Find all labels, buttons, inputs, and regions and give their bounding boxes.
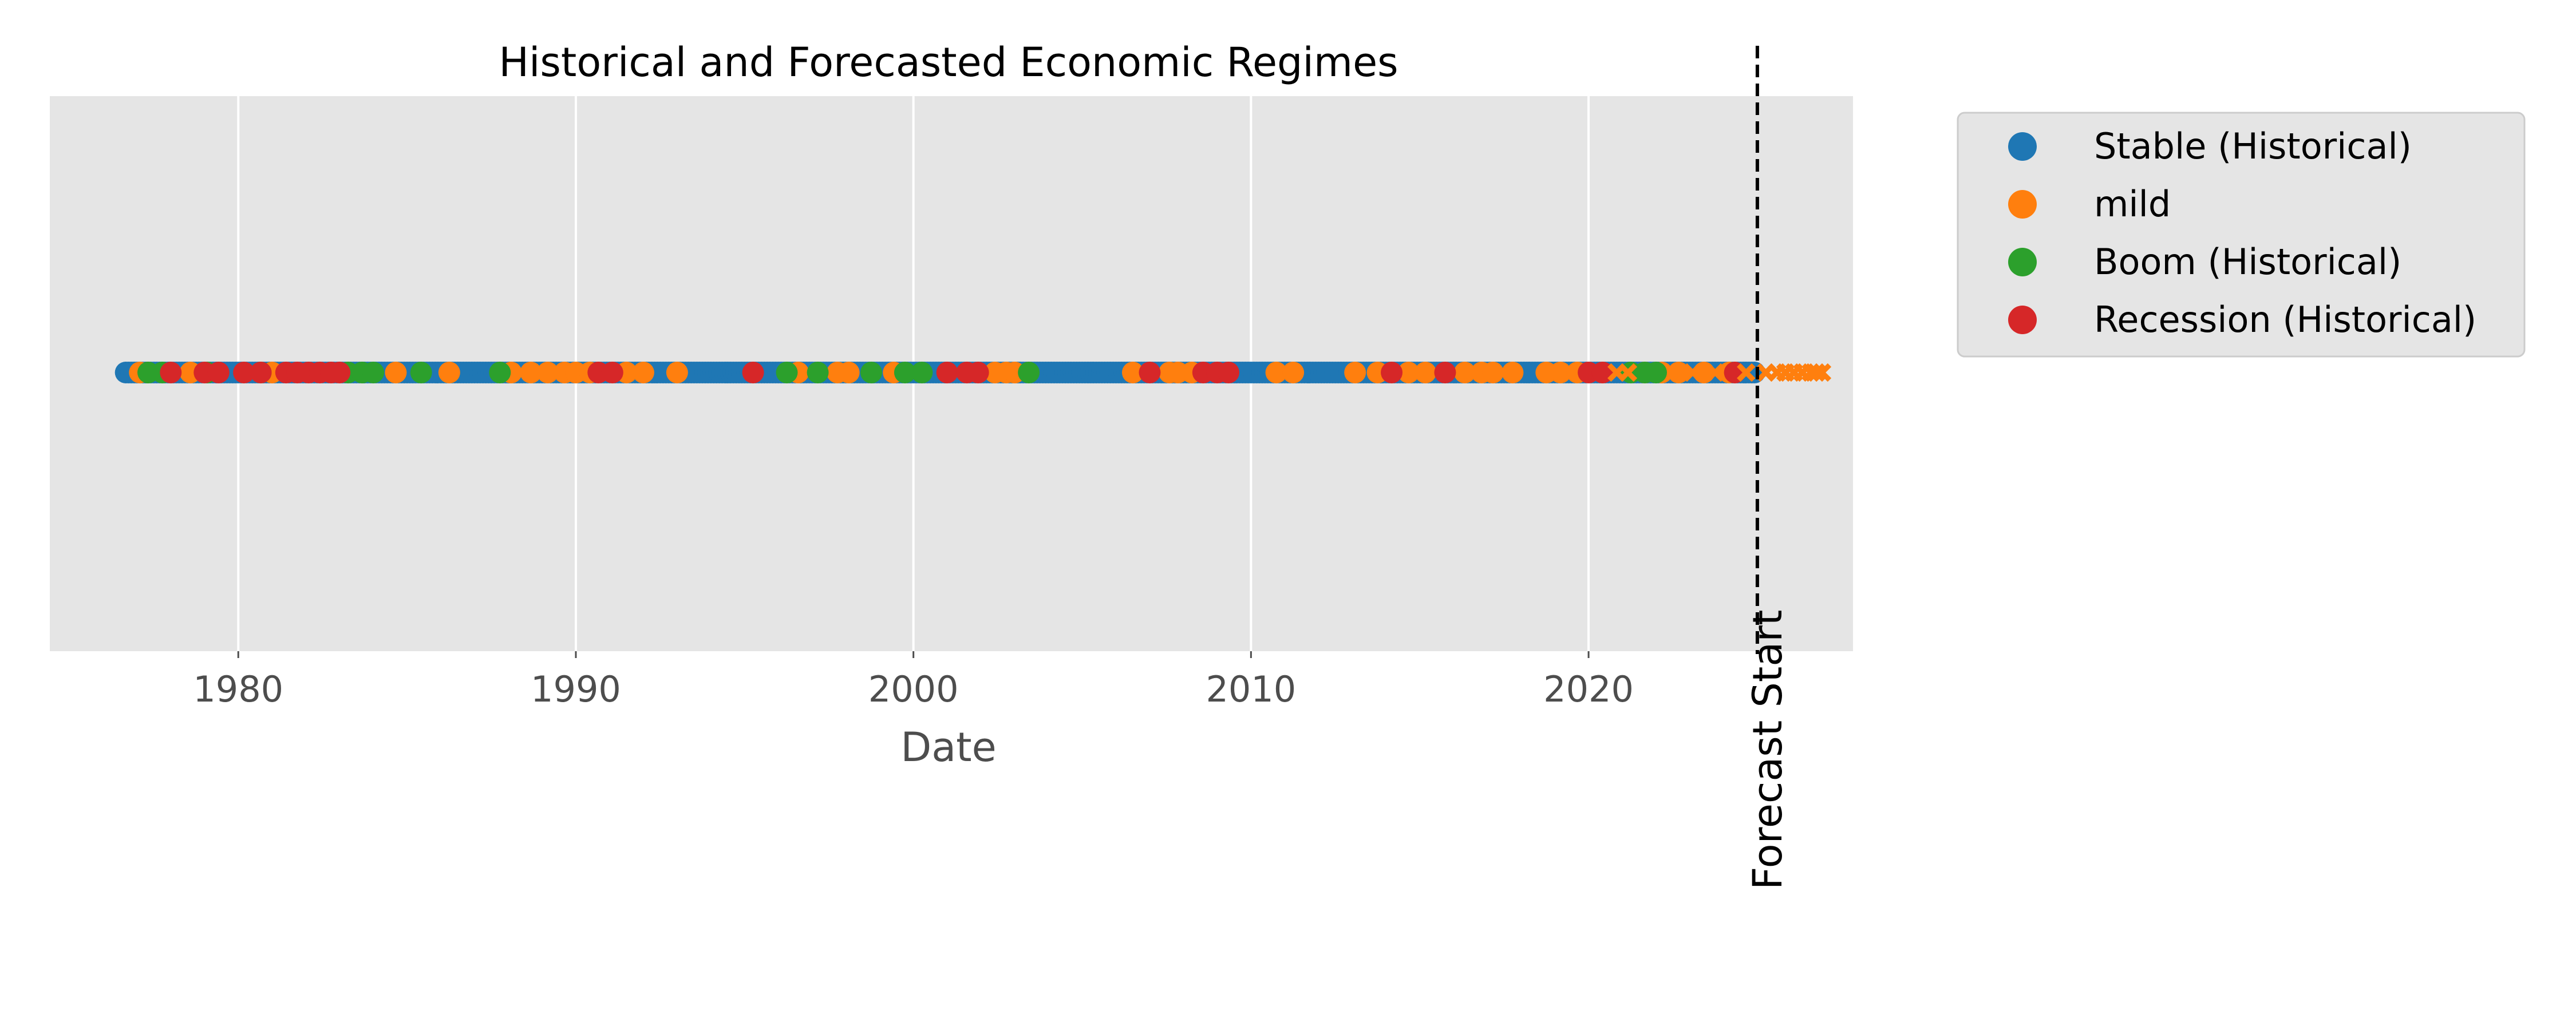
x-tick-label: 2010: [1206, 668, 1296, 710]
mild-point: [1549, 362, 1571, 383]
boom-historical-point: [362, 362, 385, 383]
mild-point: [1453, 362, 1476, 383]
x-tick-label: 1990: [531, 668, 621, 710]
recession-historical-point: [742, 362, 764, 383]
mild-point: [1481, 362, 1504, 383]
x-axis-ticks: 1980 1990 2000 2010 2020: [193, 651, 1634, 710]
x-tick-label: 2020: [1543, 668, 1634, 710]
legend-marker: [2008, 306, 2037, 334]
recession-historical-point: [1218, 362, 1240, 383]
mild-point: [1502, 362, 1524, 383]
boom-historical-point: [911, 362, 933, 383]
forecast-point: [1807, 363, 1826, 382]
forecast-point: [1669, 363, 1688, 382]
mild-point: [1397, 362, 1420, 383]
recession-historical-point: [1381, 362, 1403, 383]
mild-point: [385, 362, 407, 383]
legend-label: mild: [2094, 183, 2171, 225]
forecast-point: [1737, 363, 1756, 382]
chart-title: Historical and Forecasted Economic Regim…: [499, 39, 1398, 86]
boom-historical-point: [1018, 362, 1040, 383]
forecast-point: [1812, 363, 1832, 382]
forecast-start-label: Forecast Start: [1744, 610, 1791, 890]
mild-point: [438, 362, 460, 383]
boom-historical-point: [410, 362, 432, 383]
recession-historical-point: [967, 362, 989, 383]
boom-historical-point: [776, 362, 798, 383]
mild-point: [666, 362, 688, 383]
legend: Stable (Historical) mild Boom (Historical)…: [1957, 112, 2526, 358]
x-tick-label: 1980: [193, 668, 283, 710]
forecast-point: [1683, 363, 1702, 382]
boom-historical-point: [489, 362, 511, 383]
legend-marker: [2008, 132, 2037, 161]
forecast-point: [1706, 363, 1725, 382]
recession-historical-point: [233, 362, 255, 383]
forecast-point: [1618, 363, 1638, 382]
scatter-points: [114, 362, 1832, 383]
mild-point: [837, 362, 860, 383]
mild-point: [1121, 362, 1144, 383]
recession-historical-point: [1434, 362, 1456, 383]
boom-historical-point: [1645, 362, 1668, 383]
forecast-start-marker: Forecast Start: [1744, 46, 1791, 890]
mild-point: [1265, 362, 1287, 383]
recession-historical-point: [207, 362, 230, 383]
recession-historical-point: [329, 362, 351, 383]
mild-point: [1282, 362, 1305, 383]
legend-marker: [2008, 248, 2037, 276]
mild-point: [536, 362, 559, 383]
mild-point: [1344, 362, 1366, 383]
recession-historical-point: [936, 362, 958, 383]
recession-historical-point: [250, 362, 272, 383]
legend-label: Stable (Historical): [2094, 125, 2412, 167]
boom-historical-point: [807, 362, 829, 383]
mild-point: [520, 362, 542, 383]
legend-label: Boom (Historical): [2094, 241, 2401, 283]
legend-marker: [2008, 190, 2037, 219]
mild-point: [1415, 362, 1437, 383]
recession-historical-point: [160, 362, 182, 383]
legend-label: Recession (Historical): [2094, 299, 2476, 340]
recession-historical-point: [601, 362, 623, 383]
boom-historical-point: [894, 362, 916, 383]
x-axis-label: Date: [900, 724, 996, 771]
legend-frame: [1957, 112, 2526, 358]
boom-historical-point: [860, 362, 882, 383]
mild-point: [632, 362, 654, 383]
x-tick-label: 2000: [868, 668, 959, 710]
recession-historical-point: [1139, 362, 1161, 383]
